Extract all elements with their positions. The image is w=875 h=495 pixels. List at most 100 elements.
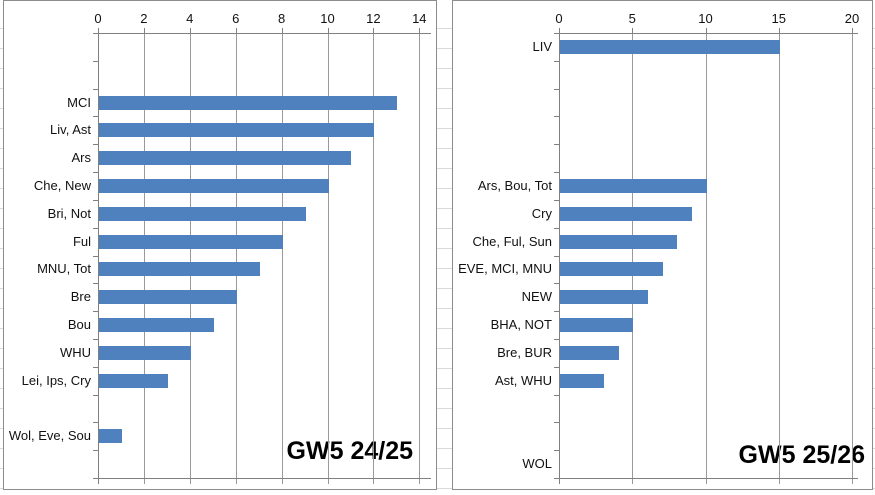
x-axis-tick-label: 20 bbox=[844, 11, 860, 26]
bar[interactable] bbox=[99, 178, 329, 193]
gridline bbox=[189, 33, 191, 484]
category-axis-tick bbox=[93, 144, 98, 146]
x-axis-tick bbox=[632, 28, 634, 33]
category-axis-line bbox=[559, 33, 560, 478]
category-axis-tick bbox=[93, 255, 98, 257]
bar[interactable] bbox=[99, 429, 122, 444]
plot-bottom-line bbox=[98, 478, 431, 479]
x-axis-tick bbox=[705, 28, 707, 33]
x-axis-tick bbox=[143, 28, 145, 33]
x-axis-tick-label: 4 bbox=[186, 11, 194, 26]
x-axis-tick-label: 10 bbox=[320, 11, 335, 26]
category-axis-tick bbox=[93, 450, 98, 452]
category-axis-tick bbox=[93, 116, 98, 118]
gridline bbox=[373, 33, 375, 484]
category-axis-tick bbox=[554, 199, 559, 201]
category-axis-tick bbox=[554, 338, 559, 340]
x-axis-tick-label: 2 bbox=[140, 11, 148, 26]
bar[interactable] bbox=[99, 373, 168, 388]
category-label: Ars bbox=[71, 150, 92, 166]
x-axis-tick bbox=[189, 28, 191, 33]
x-axis-tick-label: 14 bbox=[412, 11, 427, 26]
category-label: Bri, Not bbox=[47, 205, 91, 221]
category-axis-tick bbox=[93, 422, 98, 424]
category-axis-tick bbox=[93, 338, 98, 340]
bar[interactable] bbox=[560, 178, 707, 193]
x-axis-tick-label: 10 bbox=[698, 11, 713, 26]
category-axis-tick bbox=[93, 172, 98, 174]
bar[interactable] bbox=[99, 290, 237, 305]
bar[interactable] bbox=[99, 151, 352, 166]
x-axis-tick bbox=[852, 28, 853, 33]
x-axis-tick bbox=[281, 28, 283, 33]
x-axis-tick-label: 12 bbox=[366, 11, 381, 26]
category-label: Che, Ful, Sun bbox=[472, 233, 553, 249]
gridline bbox=[419, 33, 421, 484]
bar[interactable] bbox=[560, 318, 634, 333]
x-axis-tick-label: 6 bbox=[232, 11, 240, 26]
gridline bbox=[705, 33, 707, 484]
x-axis-tick-label: 8 bbox=[277, 11, 286, 26]
gridline bbox=[327, 33, 329, 484]
bar[interactable] bbox=[99, 318, 214, 333]
category-axis-tick bbox=[554, 172, 559, 174]
category-axis-tick bbox=[554, 33, 559, 34]
bar[interactable] bbox=[560, 262, 663, 277]
category-axis-tick bbox=[554, 311, 559, 313]
category-label: Cry bbox=[531, 205, 552, 221]
category-axis-tick bbox=[554, 450, 559, 452]
x-axis-tick-label: 5 bbox=[628, 11, 636, 26]
x-axis-tick bbox=[98, 28, 99, 33]
category-label: Bou bbox=[67, 317, 91, 333]
category-label: Che, New bbox=[33, 177, 91, 193]
bar[interactable] bbox=[99, 345, 191, 360]
category-label: Ful bbox=[72, 233, 91, 249]
chart-gw5-2526[interactable]: GW5 25/26 0 5 10 15 20 LIV Ars, Bou, Tot Cry Che… bbox=[452, 0, 873, 490]
x-axis-tick bbox=[235, 28, 237, 33]
category-axis-tick bbox=[554, 422, 559, 424]
category-axis-tick bbox=[93, 478, 98, 479]
category-label: NEW bbox=[521, 289, 552, 305]
chart-title: GW5 25/26 bbox=[735, 441, 868, 469]
category-label: Wol, Eve, Sou bbox=[8, 428, 91, 444]
category-axis-tick bbox=[554, 478, 559, 479]
bar[interactable] bbox=[99, 95, 398, 110]
x-axis-tick bbox=[98, 479, 99, 484]
category-axis-tick bbox=[93, 394, 98, 396]
bar[interactable] bbox=[560, 345, 619, 360]
category-label: Ars, Bou, Tot bbox=[477, 177, 552, 193]
gridline bbox=[632, 33, 634, 484]
x-axis-tick bbox=[559, 28, 560, 33]
category-label: Bre bbox=[70, 289, 91, 305]
category-axis-tick bbox=[554, 144, 559, 146]
category-label: Bre, BUR bbox=[497, 344, 552, 360]
category-label: Liv, Ast bbox=[50, 122, 91, 138]
bar[interactable] bbox=[560, 234, 678, 249]
bar[interactable] bbox=[560, 39, 780, 54]
bar[interactable] bbox=[560, 206, 692, 221]
category-axis-tick bbox=[93, 199, 98, 201]
bar[interactable] bbox=[560, 373, 604, 388]
category-axis-tick bbox=[93, 366, 98, 368]
x-axis-tick bbox=[373, 28, 375, 33]
category-label: Ast, WHU bbox=[494, 372, 552, 388]
bar[interactable] bbox=[99, 262, 260, 277]
gridline bbox=[281, 33, 283, 484]
chart-gw5-2425[interactable]: GW5 24/25 0 2 4 6 8 10 12 14 MCI Liv, Ast Ars Che, … bbox=[3, 0, 437, 490]
category-axis-tick bbox=[554, 366, 559, 368]
category-label: WHU bbox=[59, 344, 91, 360]
category-label: BHA, NOT bbox=[490, 317, 552, 333]
bar[interactable] bbox=[99, 206, 306, 221]
category-axis-tick bbox=[93, 283, 98, 285]
bar[interactable] bbox=[99, 123, 375, 138]
bar[interactable] bbox=[560, 290, 648, 305]
x-axis-tick bbox=[559, 479, 560, 484]
x-axis-tick-label: 15 bbox=[771, 11, 786, 26]
x-axis-tick bbox=[778, 28, 780, 33]
category-label: MCI bbox=[67, 94, 91, 110]
chart-title: GW5 24/25 bbox=[283, 437, 416, 465]
gridline bbox=[235, 33, 237, 484]
bar[interactable] bbox=[99, 234, 283, 249]
gridline bbox=[778, 33, 780, 484]
